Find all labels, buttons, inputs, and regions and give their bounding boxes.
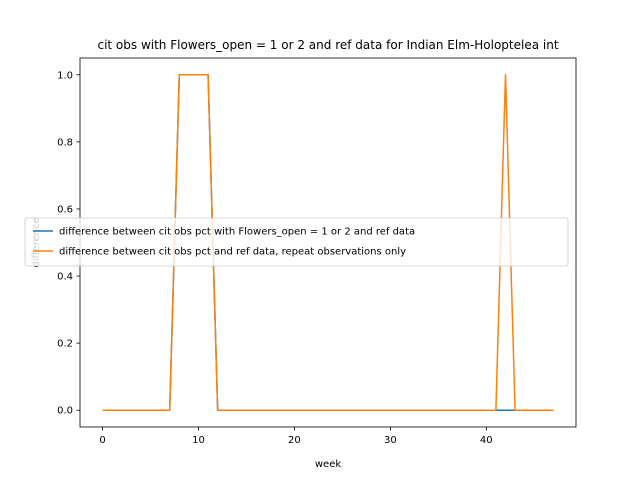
x-tick-label: 20 <box>288 435 301 446</box>
plot-lines <box>102 74 554 411</box>
y-tick-label: 0.0 <box>57 406 73 417</box>
y-tick-label: 1.0 <box>57 70 73 81</box>
series-line-2 <box>102 74 554 411</box>
y-tick-label: 0.8 <box>57 137 73 148</box>
x-axis-label: week <box>315 459 341 470</box>
x-tick-label: 40 <box>480 435 493 446</box>
legend-box <box>24 217 569 267</box>
legend: difference between cit obs pct with Flow… <box>24 217 569 267</box>
legend-label-1: difference between cit obs pct with Flow… <box>59 227 415 238</box>
y-tick-label: 0.2 <box>57 339 73 350</box>
x-tick-label: 10 <box>192 435 205 446</box>
x-tick-label: 30 <box>384 435 397 446</box>
y-tick-label: 0.4 <box>57 272 73 283</box>
chart-title: cit obs with Flowers_open = 1 or 2 and r… <box>97 38 558 52</box>
x-axis-ticks: 0 10 20 30 40 <box>99 427 493 446</box>
x-tick-label: 0 <box>99 435 105 446</box>
legend-label-2: difference between cit obs pct and ref d… <box>59 247 406 258</box>
y-tick-label: 0.6 <box>57 204 73 215</box>
y-axis-ticks: 0.0 0.2 0.4 0.6 0.8 1.0 <box>57 70 80 417</box>
